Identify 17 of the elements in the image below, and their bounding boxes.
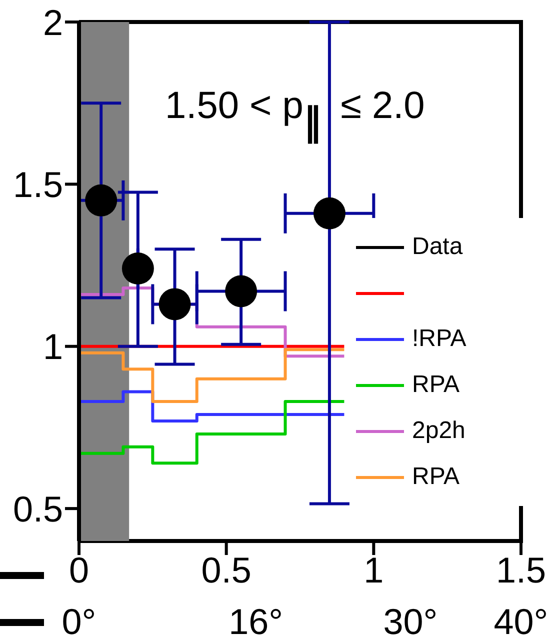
legend-label: RPA <box>412 371 460 399</box>
y-tick-label: 2 <box>42 2 63 43</box>
x-tick-label: 0.5 <box>201 550 252 591</box>
x2-tick-label: 0° <box>62 601 96 641</box>
y-tick-label: 1 <box>42 326 63 368</box>
x-tick-label: 1 <box>364 550 384 591</box>
x-tick-label: 0 <box>68 550 90 591</box>
x2-tick-label: 30° <box>383 601 438 641</box>
legend-label: RPA <box>412 463 460 491</box>
legend-label: !RPA <box>412 325 466 353</box>
x-tick-label: 1.5 <box>496 550 546 591</box>
y-tick-label: 1.5 <box>12 164 63 205</box>
x2-tick-label: 40° <box>494 601 548 641</box>
y-tick-label: 0.5 <box>12 488 63 530</box>
legend-label: 2p2h <box>412 417 466 445</box>
x2-tick-label: 16° <box>228 601 284 641</box>
legend-label: Data <box>412 233 463 261</box>
